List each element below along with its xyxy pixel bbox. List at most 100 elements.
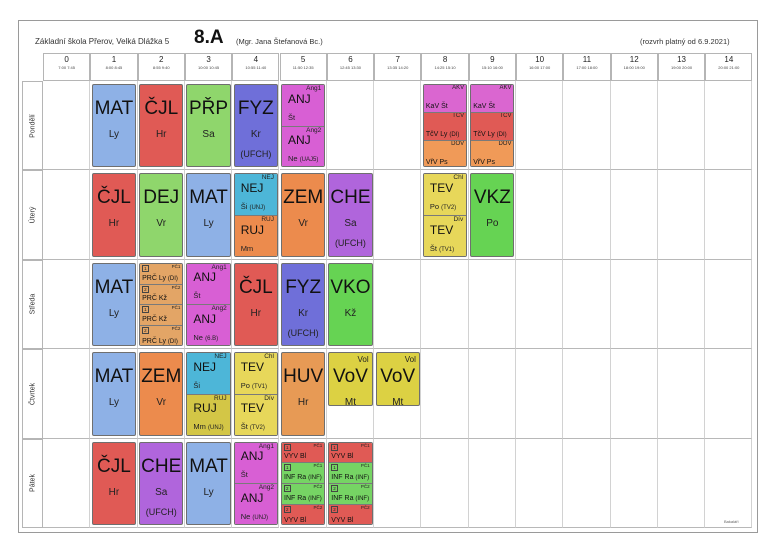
lesson-text: VřV Ps [425,159,448,167]
lesson-card[interactable]: VKO Kž [328,262,373,347]
period-header-6: 6 12:45 13:30 [326,53,375,81]
lesson-card[interactable]: MAT Ly [91,84,137,168]
lesson-card-quad[interactable]: 1 PČ1 VYV Bl 1 PČ1 INF Ra (INF) 2 PČ2 INF Ra (IN… [328,441,373,525]
lesson-card[interactable]: DEJ Vr [139,173,184,257]
group-tag: PČ1 [313,442,323,448]
lesson-card-split[interactable]: Ang1 ANJ Št Ang2 ANJ Ne (UNJ) [233,441,278,525]
sub-lesson[interactable]: 2 PČ2 PRČ Ly (DI) [140,326,183,346]
sub-lesson[interactable]: Chl TEV Po (TV2) [423,174,467,217]
sub-lesson[interactable]: 2 PČ2 VYV Bl [282,505,325,524]
period-number: 0 [64,55,69,64]
sub-lesson[interactable]: Chl TEV Po (TV1) [234,353,277,395]
group-tag: PČ2 [313,505,323,511]
sub-lesson[interactable]: 2 PČ2 PRČ Kž [140,284,183,306]
lesson-card[interactable]: FYZ Kr (UFCH) [281,262,326,347]
sub-lesson[interactable]: Ang2 ANJ Ne (6.B) [187,305,230,346]
sub-lesson[interactable]: Dív TEV Št (TV2) [234,394,277,435]
lesson-card-split[interactable]: Chl TEV Po (TV1) Dív TEV Št (TV2) [233,352,278,436]
lesson-card-quad[interactable]: 1 PČ1 PRČ Ly (DI) 2 PČ2 PRČ Kž 1 PČ1 PRČ Kž 2 PČ2 P… [139,262,184,347]
lesson-card[interactable]: HUV Hr [281,352,326,436]
sub-lesson[interactable]: 1 PČ1 PRČ Ly (DI) [140,263,183,285]
lesson-card[interactable]: ČJL Hr [139,84,184,168]
teacher-name: Ši [193,380,201,390]
sub-lesson[interactable]: RUJ RUJ Mm [234,216,277,256]
period-number: 9 [490,55,495,64]
teacher-abbr: Št [241,470,248,479]
sub-lesson[interactable]: 1 PČ1 VYV Bl [282,442,325,464]
sub-lesson[interactable]: Ang1 ANJ Št [187,263,230,306]
period-header-9: 9 15:10 16:00 [468,53,516,81]
timetable-cell [563,170,611,260]
lesson-card-quad[interactable]: 1 PČ1 VYV Bl 1 PČ1 INF Ra (INF) 2 PČ2 INF Ra (IN… [281,441,326,525]
lesson-card[interactable]: CHE Sa (UFCH) [328,173,373,257]
group-label: Chl [264,353,274,361]
lesson-card[interactable]: FYZ Kr (UFCH) [233,84,278,168]
teacher-abbr: Kr [250,129,261,140]
sub-lesson[interactable]: TČV TčV Ly (DI) [471,112,514,141]
lesson-card[interactable]: ZEM Vr [139,352,184,436]
lesson-card[interactable]: ČJL Hr [91,173,137,257]
lesson-card[interactable]: CHE Sa (UFCH) [139,441,184,525]
sub-lesson[interactable]: 2 PČ2 INF Ra (INF) [329,484,372,506]
sub-lesson[interactable]: Ang2 ANJ Ne (UNJ) [234,484,277,524]
sub-lesson[interactable]: NEJ NEJ Ši (UNJ) [234,174,277,217]
sub-lesson[interactable]: 1 PČ1 INF Ra (INF) [282,463,325,485]
sub-lesson[interactable]: DOV VřV Ps [471,140,514,167]
subject-abbr: RUJ [193,401,217,416]
sub-lesson-text: KaV Št [426,103,448,111]
sub-lesson[interactable]: RUJ RUJ Mm (UNJ) [187,394,230,435]
vendor-logo: Bakaláři [724,519,739,524]
sub-lesson[interactable]: TČV TčV Ly (DI) [423,112,467,141]
timetable-cell [279,438,327,528]
sub-lesson[interactable]: 2 PČ2 VYV Bl [329,505,372,524]
lesson-card[interactable]: ČJL Hr [233,262,278,347]
sub-lesson[interactable]: Ang1 ANJ Št [234,442,277,485]
timetable-cell [326,349,375,439]
teacher-abbr: Ne (6.B) [193,333,218,344]
sub-lesson[interactable]: AKV KaV Št [423,85,467,113]
lesson-card[interactable]: MAT Ly [186,173,231,257]
lesson-card[interactable]: MAT Ly [91,352,137,436]
sub-lesson[interactable]: AKV KaV Št [471,85,514,113]
subject-abbr: TEV [240,359,265,374]
lesson-card[interactable]: ČJL Hr [91,441,137,525]
timetable-cell [468,438,516,528]
sub-lesson-text: INF Ra (INF) [331,474,369,482]
lesson-card[interactable]: MAT Ly [91,262,137,347]
timetable-cell [184,81,233,171]
subject-abbr: CHE [141,455,182,477]
sub-lesson[interactable]: DOV VřV Ps [423,140,467,167]
lesson-card-split[interactable]: Ang1 ANJ Št Ang2 ANJ Ne (UAJ5) [281,84,326,168]
lesson-card-split[interactable]: Chl TEV Po (TV2) Dív TEV Št (TV1) [422,173,468,257]
lesson-card[interactable]: PŘP Sa [186,84,231,168]
sub-lesson[interactable]: Dív TEV Št (TV1) [423,216,467,256]
sub-lesson[interactable]: NEJ NEJ Ši [187,353,230,395]
lesson-card-triple[interactable]: AKV KaV Št TČV TčV Ly (DI) DOV VřV Ps [422,84,468,168]
lesson-card-split[interactable]: NEJ NEJ Ši (UNJ) RUJ RUJ Mm [233,173,278,257]
lesson-text: VřV Ps [473,159,495,167]
timetable-cell [705,349,753,439]
sub-lesson[interactable]: 1 PČ1 VYV Bl [329,442,372,464]
sub-lesson[interactable]: 1 PČ1 PRČ Kž [140,305,183,327]
lesson-card[interactable]: ZEM Vr [281,173,326,257]
room-label: (TV1) [439,246,455,253]
sub-lesson[interactable]: Ang1 ANJ Št [282,85,325,127]
room-label: (INF) [308,475,322,482]
teacher-name: Št [240,470,248,480]
lesson-card[interactable]: MAT Ly [186,441,231,525]
lesson-card-split[interactable]: NEJ NEJ Ši RUJ RUJ Mm (UNJ) [186,352,231,436]
sub-lesson[interactable]: 2 PČ2 INF Ra (INF) [282,484,325,506]
timetable-cell [326,81,375,171]
lesson-card-triple[interactable]: AKV KaV Št TČV TčV Ly (DI) DOV VřV Ps [470,84,515,168]
room-label: (UNJ) [249,204,266,211]
timetable-cell [184,438,233,528]
lesson-card-split[interactable]: Ang1 ANJ Št Ang2 ANJ Ne (6.B) [186,262,231,347]
timetable-cell [232,81,280,171]
sub-lesson[interactable]: 1 PČ1 INF Ra (INF) [329,463,372,485]
lesson-card[interactable]: VKZ Po [470,173,515,257]
sub-lesson-text: INF Ra (INF) [284,474,322,482]
teacher-abbr: Sa [202,129,215,140]
sub-lesson[interactable]: Ang2 ANJ Ne (UAJ5) [282,126,325,167]
